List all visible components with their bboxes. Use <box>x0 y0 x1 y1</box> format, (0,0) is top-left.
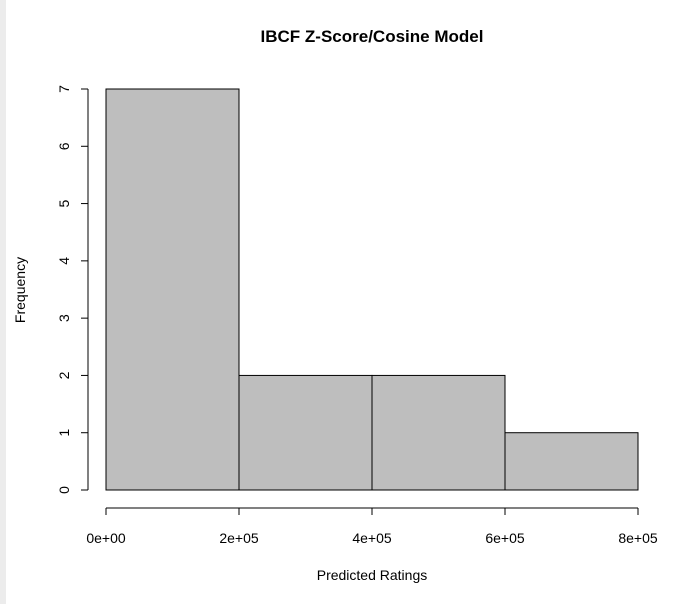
y-axis-label: Frequency <box>12 257 28 323</box>
y-axis: 0 1 2 3 4 5 6 7 <box>56 85 89 494</box>
y-tick-label: 2 <box>56 371 72 379</box>
bars-group <box>105 88 639 491</box>
y-tick-label: 0 <box>56 486 72 494</box>
x-tick-label: 0e+00 <box>86 530 126 546</box>
histogram-bar-4 <box>504 432 639 491</box>
x-axis-label: Predicted Ratings <box>317 567 428 583</box>
y-tick-label: 5 <box>56 199 72 207</box>
histogram-bar-1 <box>105 88 240 491</box>
window-edge <box>0 0 6 604</box>
x-axis: 0e+00 2e+05 4e+05 6e+05 8e+05 <box>86 507 658 546</box>
x-tick-label: 6e+05 <box>485 530 525 546</box>
y-tick-label: 1 <box>56 429 72 437</box>
x-tick-label: 8e+05 <box>618 530 658 546</box>
y-tick-label: 6 <box>56 142 72 150</box>
y-tick-label: 4 <box>56 257 72 265</box>
x-tick-label: 2e+05 <box>219 530 259 546</box>
chart-title: IBCF Z-Score/Cosine Model <box>261 27 484 46</box>
x-tick-label: 4e+05 <box>352 530 392 546</box>
y-tick-label: 3 <box>56 314 72 322</box>
histogram-bar-2 <box>238 374 373 491</box>
histogram-bar-3 <box>371 374 506 491</box>
y-tick-label: 7 <box>56 85 72 93</box>
